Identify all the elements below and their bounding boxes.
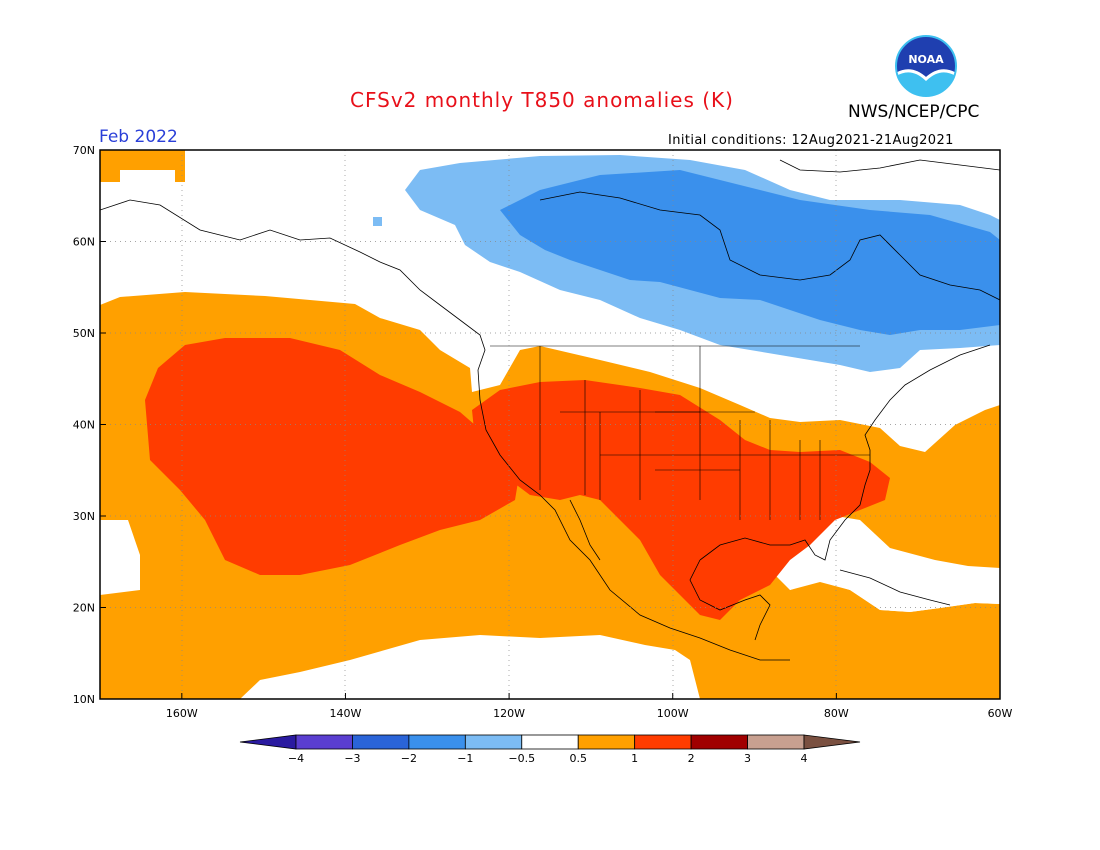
colorbar-arrow-low [239, 734, 297, 750]
axis-ticks [100, 149, 1001, 700]
anomaly-region-alaska-white [120, 170, 175, 182]
colorbar [239, 734, 861, 750]
lat-label: 10N [73, 693, 95, 706]
coastlines [100, 159, 1000, 661]
colorbar-labels: −4 −3 −2 −1 −0.5 0.5 1 2 3 4 [288, 752, 808, 765]
lat-label: 60N [73, 236, 95, 249]
colorbar-swatch [577, 734, 636, 750]
logo-text: NOAA [908, 53, 944, 66]
lat-label: 50N [73, 327, 95, 340]
colorbar-label: −2 [401, 752, 417, 765]
colorbar-label: −1 [457, 752, 473, 765]
anomaly-region-white-west [100, 520, 140, 595]
colorbar-swatch [634, 734, 692, 750]
anomaly-region-red-pacific [145, 338, 520, 575]
anomaly-region-white-southpac [240, 635, 700, 699]
latitude-labels: 70N 60N 50N 40N 30N 20N 10N [73, 144, 95, 706]
state-borders [490, 345, 870, 520]
colorbar-arrow-high [803, 734, 861, 750]
colorbar-label: 4 [801, 752, 808, 765]
lon-label: 60W [988, 707, 1013, 720]
lon-label: 100W [657, 707, 689, 720]
colorbar-label: −4 [288, 752, 304, 765]
lon-label: 140W [330, 707, 362, 720]
colorbar-swatch [295, 734, 353, 750]
noaa-logo: NOAA [895, 35, 957, 97]
anomaly-region-white-east [760, 540, 1000, 612]
colorbar-label: −3 [344, 752, 360, 765]
colorbar-label: −0.5 [508, 752, 535, 765]
lat-label: 30N [73, 510, 95, 523]
colorbar-swatch [352, 734, 410, 750]
anomaly-region-blue [500, 170, 1000, 335]
lat-label: 20N [73, 602, 95, 615]
forecast-period-label: Feb 2022 [99, 127, 178, 147]
lat-label: 40N [73, 419, 95, 432]
anomaly-field [100, 150, 1000, 699]
lat-label: 70N [73, 144, 95, 157]
longitude-labels: 160W 140W 120W 100W 80W 60W [166, 707, 1013, 720]
colorbar-label: 2 [688, 752, 695, 765]
colorbar-swatch [747, 734, 805, 750]
anomaly-region-red-conus [472, 380, 890, 620]
anomaly-region-small-blue [373, 217, 382, 226]
colorbar-swatch [521, 734, 579, 750]
colorbar-label: 0.5 [569, 752, 587, 765]
lon-label: 160W [166, 707, 198, 720]
initial-conditions-label: Initial conditions: 12Aug2021-21Aug2021 [668, 133, 954, 148]
lon-label: 80W [824, 707, 849, 720]
organization-label: NWS/NCEP/CPC [848, 102, 980, 122]
colorbar-label: 3 [744, 752, 751, 765]
graticule [100, 150, 1000, 699]
colorbar-swatch [408, 734, 466, 750]
lon-label: 120W [493, 707, 525, 720]
colorbar-swatch [464, 734, 523, 750]
colorbar-swatch [690, 734, 748, 750]
colorbar-label: 1 [631, 752, 638, 765]
chart-title: CFSv2 monthly T850 anomalies (K) [350, 88, 734, 112]
